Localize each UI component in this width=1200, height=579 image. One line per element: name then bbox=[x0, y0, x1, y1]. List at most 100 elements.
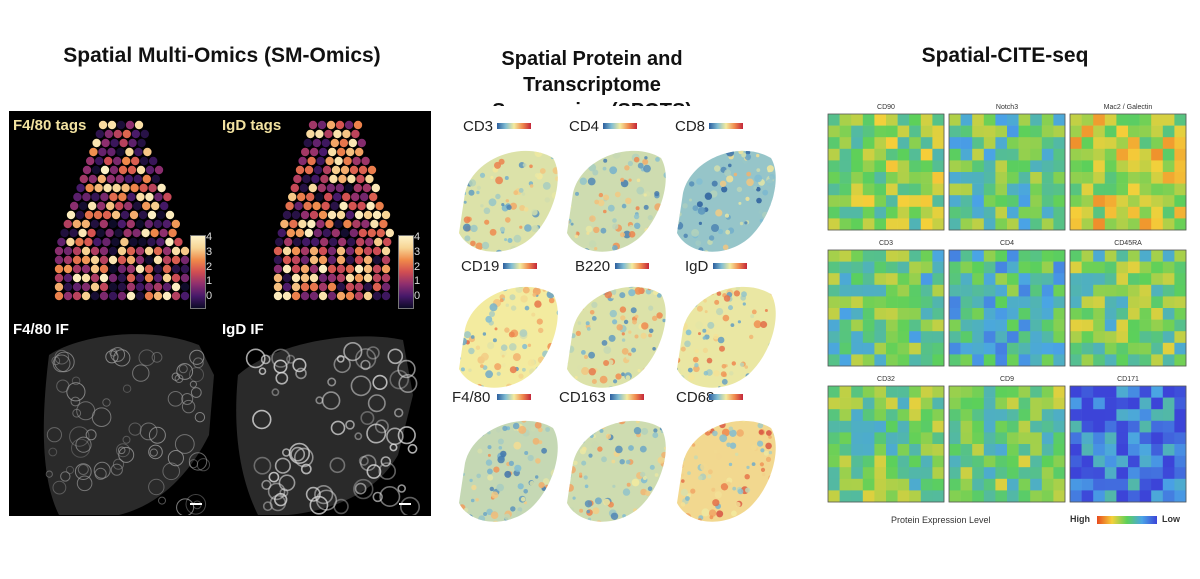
expression-spot bbox=[567, 435, 573, 442]
tile-pixel bbox=[1007, 319, 1019, 332]
tag-spot bbox=[358, 228, 367, 238]
tile-pixel bbox=[983, 114, 996, 126]
expression-spot bbox=[716, 510, 724, 518]
igd-if-image bbox=[236, 336, 420, 515]
stained-follicle bbox=[374, 419, 389, 434]
tag-spot bbox=[99, 264, 109, 274]
stained-follicle bbox=[273, 359, 288, 374]
tile-pixel bbox=[1018, 308, 1031, 320]
expression-spot bbox=[550, 469, 558, 478]
expression-spot bbox=[672, 370, 678, 376]
tile-pixel bbox=[828, 467, 840, 480]
expression-spot bbox=[505, 303, 509, 307]
stained-follicle bbox=[139, 422, 158, 441]
tag-spot bbox=[180, 273, 190, 283]
tag-spot bbox=[81, 264, 91, 274]
tile-pixel bbox=[839, 319, 852, 332]
tile-pixel bbox=[1128, 183, 1140, 196]
expression-spot bbox=[677, 206, 678, 213]
tile-pixel bbox=[828, 195, 840, 208]
tile-pixel bbox=[1030, 444, 1043, 456]
expression-spot bbox=[467, 514, 473, 520]
tile-pixel bbox=[920, 218, 933, 231]
tag-spot bbox=[303, 138, 312, 148]
tile-pixel bbox=[1081, 125, 1094, 138]
tile-pixel bbox=[1151, 354, 1164, 367]
tile-pixel bbox=[1081, 273, 1094, 286]
tile-pixel bbox=[1018, 114, 1031, 126]
tag-spot bbox=[180, 291, 190, 301]
expression-spot bbox=[568, 465, 576, 474]
expression-spot bbox=[723, 286, 730, 288]
tag-spot bbox=[346, 147, 355, 157]
tag-spot bbox=[352, 219, 361, 229]
tile-pixel bbox=[1018, 125, 1031, 138]
expression-spot bbox=[480, 364, 484, 368]
expression-spot bbox=[735, 452, 739, 456]
tile-pixel bbox=[1128, 261, 1140, 274]
tile-pixel bbox=[1174, 331, 1187, 344]
expression-spot bbox=[671, 230, 676, 235]
tile-pixel bbox=[1128, 195, 1140, 208]
expression-spot bbox=[626, 482, 631, 487]
tile-pixel bbox=[1030, 195, 1043, 208]
expression-spot bbox=[634, 334, 639, 339]
expression-spot bbox=[621, 338, 626, 342]
tag-spot bbox=[98, 120, 108, 130]
tile-pixel bbox=[1174, 490, 1187, 503]
expression-spot bbox=[534, 421, 542, 429]
expression-spot bbox=[459, 430, 466, 437]
tile-pixel bbox=[983, 206, 996, 219]
f480-if-panel: F4/80 IF bbox=[9, 315, 216, 515]
expression-spot bbox=[567, 359, 568, 366]
expression-spot bbox=[637, 369, 641, 373]
expression-spot bbox=[653, 279, 661, 287]
tile-pixel bbox=[1070, 467, 1082, 480]
expression-spot bbox=[591, 379, 597, 384]
expression-spot bbox=[701, 508, 710, 517]
expression-spot bbox=[671, 312, 674, 315]
tile-pixel bbox=[862, 125, 875, 138]
tile-pixel bbox=[1139, 250, 1152, 262]
expression-spot bbox=[572, 496, 576, 500]
tile-pixel bbox=[909, 206, 922, 219]
igd-if-panel: IgD IF bbox=[218, 315, 425, 515]
tag-spot bbox=[318, 246, 328, 256]
tile-pixel bbox=[874, 490, 887, 503]
tile-pixel bbox=[1174, 296, 1187, 309]
expression-spot bbox=[767, 509, 772, 514]
tile-pixel bbox=[1116, 172, 1129, 184]
expression-spot bbox=[642, 150, 648, 152]
tile-pixel bbox=[949, 148, 961, 161]
tile-pixel bbox=[1018, 250, 1031, 262]
tile-pixel bbox=[828, 137, 840, 150]
expression-spot bbox=[612, 484, 616, 488]
igd-tags-panel: IgD tags 4 3 2 1 0 bbox=[218, 111, 425, 311]
expression-spot bbox=[562, 182, 569, 189]
tile-pixel bbox=[1041, 148, 1054, 161]
expression-spot bbox=[519, 205, 526, 211]
expression-spot bbox=[533, 256, 540, 263]
tag-spot bbox=[110, 138, 119, 148]
tile-pixel bbox=[1007, 308, 1019, 320]
tile-pixel bbox=[1116, 250, 1129, 262]
expression-spot bbox=[507, 238, 513, 243]
expression-spot bbox=[583, 475, 588, 480]
tile-pixel bbox=[1104, 137, 1117, 150]
tag-spot bbox=[309, 264, 319, 274]
expression-spot bbox=[637, 521, 641, 522]
tile-pixel bbox=[1128, 331, 1140, 344]
expression-spot bbox=[496, 427, 501, 433]
tag-spot bbox=[379, 219, 388, 229]
tile-pixel bbox=[995, 455, 1008, 468]
tile-pixel bbox=[1093, 444, 1106, 456]
expression-spot bbox=[626, 384, 632, 388]
tile-pixel bbox=[828, 342, 840, 355]
tile-pixel bbox=[1041, 218, 1054, 231]
cite-label-cd3: CD3 bbox=[878, 240, 893, 247]
expression-spot bbox=[625, 522, 629, 524]
expression-spot bbox=[728, 163, 732, 168]
tag-spot bbox=[95, 156, 104, 166]
tile-pixel bbox=[920, 308, 933, 320]
tile-pixel bbox=[972, 455, 985, 468]
